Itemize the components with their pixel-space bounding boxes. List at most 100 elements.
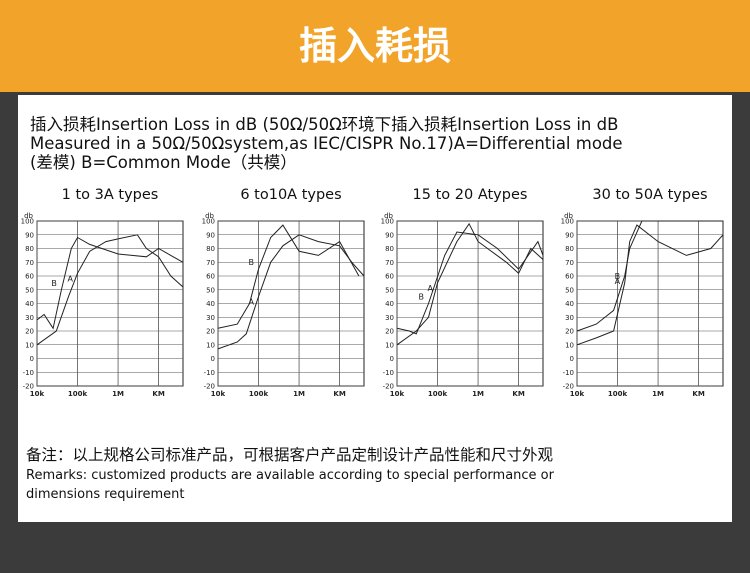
x-tick-label: 100k <box>249 390 269 398</box>
y-tick-label: 40 <box>206 300 215 308</box>
y-tick-label: -10 <box>563 369 574 377</box>
y-tick-label: 30 <box>206 314 215 322</box>
chart-title: 6 to10A types <box>240 187 341 203</box>
x-tick-label: 1M <box>112 390 124 398</box>
y-tick-label: 60 <box>385 273 394 281</box>
x-tick-label: KM <box>692 390 704 398</box>
y-tick-label: 30 <box>565 314 574 322</box>
y-tick-label: 90 <box>206 231 215 239</box>
series-line <box>217 234 365 350</box>
y-tick-label: -20 <box>383 383 394 391</box>
y-tick-label: 100 <box>202 218 215 226</box>
x-tick-label: 100k <box>68 390 88 398</box>
y-tick-label: 20 <box>25 328 34 336</box>
x-tick-label: 100k <box>608 390 628 398</box>
series-line <box>396 231 544 335</box>
description: Measured in a 50Ω/50Ωsystem,as IEC/CISPR… <box>30 134 623 153</box>
y-tick-label: 10 <box>206 341 215 349</box>
y-tick-label: 10 <box>385 341 394 349</box>
remark-cn: 备注：以上规格公司标准产品，可根据客户产品定制设计产品性能和尺寸外观 <box>26 446 554 464</box>
y-tick-label: 80 <box>385 245 394 253</box>
series-line <box>576 224 724 346</box>
y-tick-label: 20 <box>385 328 394 336</box>
y-tick-label: 50 <box>25 286 34 294</box>
chart-title: 1 to 3A types <box>62 187 159 203</box>
series-label: B <box>51 279 57 288</box>
y-tick-label: 0 <box>570 355 574 363</box>
x-tick-label: 1M <box>472 390 484 398</box>
y-tick-label: 30 <box>25 314 34 322</box>
y-tick-label: 90 <box>25 231 34 239</box>
y-axis-label: db <box>384 212 393 220</box>
y-tick-label: 40 <box>565 300 574 308</box>
x-tick-label: 10k <box>390 390 405 398</box>
series-line <box>217 224 360 329</box>
y-tick-label: 60 <box>206 273 215 281</box>
y-tick-label: 0 <box>30 355 34 363</box>
series-label: B <box>419 293 425 302</box>
remark-en: dimensions requirement <box>26 487 185 502</box>
series-label: A <box>68 274 74 283</box>
y-tick-label: 50 <box>385 286 394 294</box>
series-label: B <box>615 272 621 281</box>
series-label: A <box>615 277 621 286</box>
y-tick-label: 80 <box>565 245 574 253</box>
y-tick-label: 20 <box>565 328 574 336</box>
y-tick-label: 40 <box>385 300 394 308</box>
y-tick-label: 60 <box>25 273 34 281</box>
y-tick-label: 60 <box>565 273 574 281</box>
description: 插入损耗Insertion Loss in dB (50Ω/50Ω环境下插入损耗… <box>30 115 619 134</box>
x-tick-label: 1M <box>293 390 305 398</box>
series-label: A <box>428 284 434 293</box>
y-tick-label: 90 <box>565 231 574 239</box>
y-tick-label: 0 <box>390 355 394 363</box>
y-tick-label: 90 <box>385 231 394 239</box>
y-tick-label: -10 <box>204 369 215 377</box>
series-line <box>36 236 184 330</box>
chart-title: 30 to 50A types <box>592 187 707 203</box>
panel: 插入损耗Insertion Loss in dB (50Ω/50Ω环境下插入损耗… <box>18 95 732 522</box>
y-tick-label: 30 <box>385 314 394 322</box>
x-tick-label: KM <box>152 390 164 398</box>
y-tick-label: -20 <box>23 383 34 391</box>
y-tick-label: 70 <box>25 259 34 267</box>
x-tick-label: 1M <box>652 390 664 398</box>
x-tick-label: 10k <box>570 390 585 398</box>
y-axis-label: db <box>24 212 33 220</box>
y-tick-label: 20 <box>206 328 215 336</box>
remark-en: Remarks: customized products are availab… <box>26 468 554 483</box>
series-line <box>36 234 184 346</box>
y-tick-label: 40 <box>25 300 34 308</box>
x-tick-label: 10k <box>30 390 45 398</box>
x-tick-label: 100k <box>428 390 448 398</box>
y-tick-label: 100 <box>561 218 574 226</box>
y-tick-label: 80 <box>25 245 34 253</box>
y-tick-label: 70 <box>565 259 574 267</box>
y-tick-label: 70 <box>206 259 215 267</box>
y-tick-label: 50 <box>565 286 574 294</box>
y-tick-label: 0 <box>211 355 215 363</box>
y-tick-label: 10 <box>25 341 34 349</box>
y-tick-label: 10 <box>565 341 574 349</box>
header-title: 插入耗损 <box>0 0 750 92</box>
description: (差模) B=Common Mode（共模） <box>30 153 297 172</box>
y-tick-label: -20 <box>204 383 215 391</box>
y-tick-label: -10 <box>383 369 394 377</box>
series-label: B <box>249 258 255 267</box>
y-tick-label: 50 <box>206 286 215 294</box>
series-label: A <box>249 298 255 307</box>
y-tick-label: -20 <box>563 383 574 391</box>
y-tick-label: 100 <box>381 218 394 226</box>
y-tick-label: -10 <box>23 369 34 377</box>
x-tick-label: KM <box>512 390 524 398</box>
y-tick-label: 80 <box>206 245 215 253</box>
series-line <box>396 222 544 346</box>
x-tick-label: KM <box>333 390 345 398</box>
y-tick-label: 100 <box>21 218 34 226</box>
x-tick-label: 10k <box>211 390 226 398</box>
chart-title: 15 to 20 Atypes <box>413 187 528 203</box>
charts: 1 to 3A types db -20 -10 0 10 20 30 40 50 60 70 80 90… <box>21 187 724 398</box>
y-axis-label: db <box>564 212 573 220</box>
y-axis-label: db <box>205 212 214 220</box>
